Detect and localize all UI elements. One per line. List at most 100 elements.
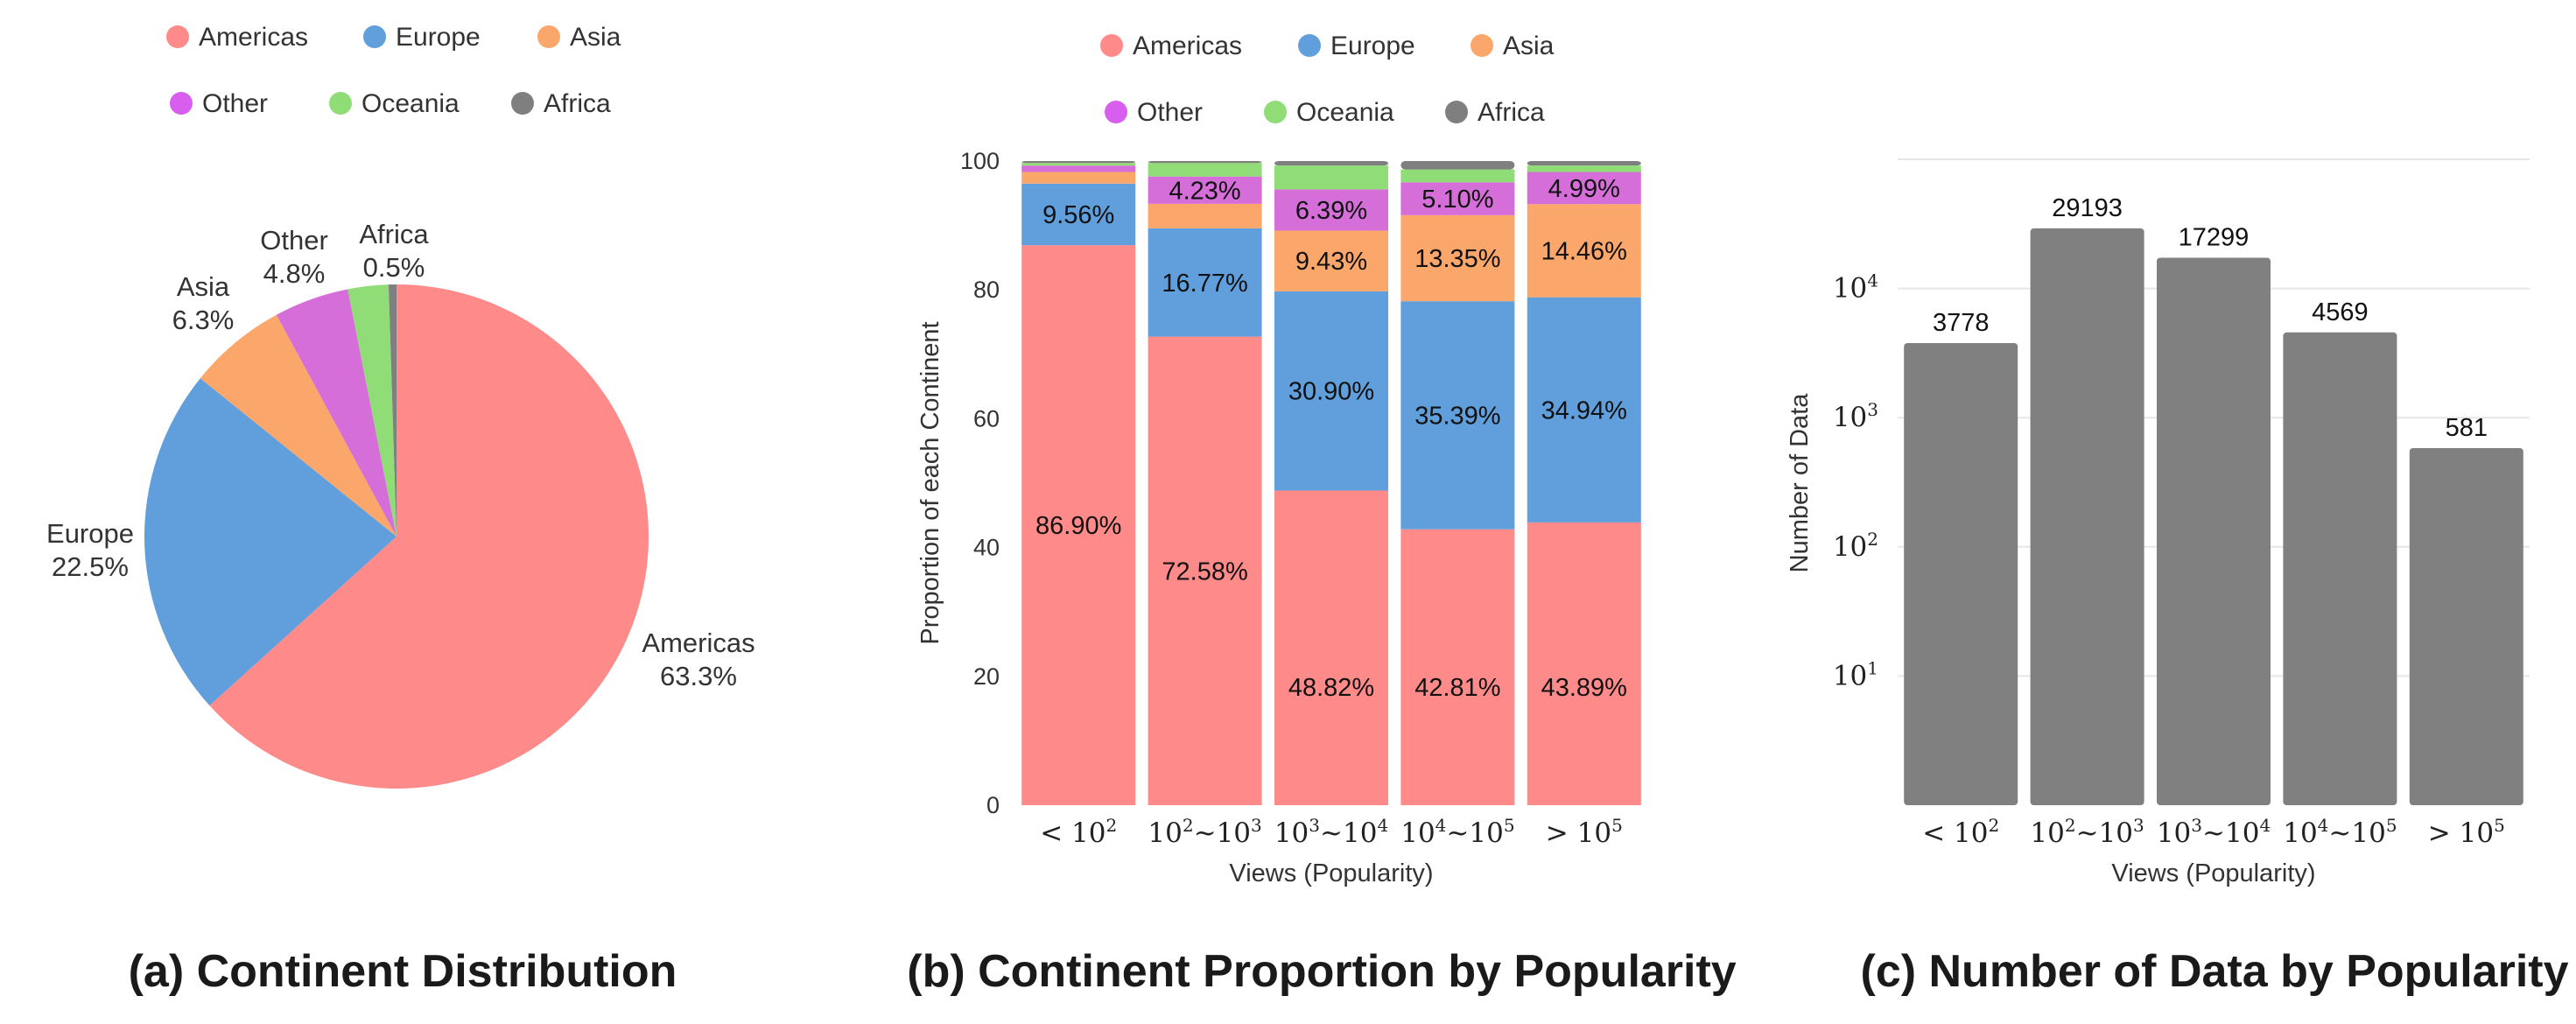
- pie-percent-asia: 6.3%: [172, 305, 235, 335]
- data-count-panel: 101 102 103 104 3778 < 102 29193 102~103 17299 10…: [1786, 158, 2530, 887]
- segment-label-americas: 43.89%: [1541, 674, 1627, 702]
- pie-slice-africa: [388, 284, 397, 537]
- y-axis-label: Proportion of each Continent: [916, 321, 944, 644]
- y-tick-40: 40: [973, 535, 1000, 561]
- pie-slice-asia: [200, 314, 397, 537]
- bar-segment-americas: [1274, 490, 1388, 805]
- segment-label-europe: 30.90%: [1288, 378, 1374, 406]
- pie-label-europe: Europe: [46, 518, 134, 549]
- legend-marker-asia: [537, 25, 560, 48]
- count-bar-label: 4569: [2312, 298, 2369, 326]
- segment-label-other: 5.10%: [1421, 186, 1493, 214]
- x-tick-label: < 102: [1922, 815, 1999, 849]
- x-tick-label: > 105: [1546, 815, 1623, 849]
- legend-label-oceania: Oceania: [1296, 98, 1394, 127]
- bar-segment-europe: [1400, 301, 1515, 530]
- pie-chart-title: (a) Continent Distribution: [129, 946, 677, 997]
- x-tick-label: 103~104: [2157, 815, 2271, 849]
- x-tick-label: > 105: [2428, 815, 2505, 849]
- legend-marker-asia: [1470, 34, 1493, 57]
- pie-percent-other: 4.8%: [263, 258, 326, 289]
- x-tick-label: 104~105: [2283, 815, 2397, 849]
- segment-label-europe: 35.39%: [1414, 402, 1500, 430]
- y-tick-80: 80: [973, 277, 1000, 303]
- segment-label-other: 6.39%: [1295, 197, 1367, 225]
- legend-marker-americas: [1100, 34, 1123, 57]
- pie-slice-europe: [144, 378, 397, 706]
- pie-slice-oceania: [347, 284, 397, 537]
- legend-marker-americas: [166, 25, 189, 48]
- segment-label-other: 4.23%: [1169, 177, 1240, 205]
- bar-segment-africa: [1274, 161, 1388, 166]
- legend-marker-oceania: [329, 92, 352, 115]
- segment-label-americas: 86.90%: [1035, 512, 1121, 540]
- legend-label-europe: Europe: [1330, 32, 1415, 60]
- bar-segment-americas: [1400, 529, 1515, 805]
- count-bar: [1904, 342, 2018, 806]
- stacked-bar-chart-title: (b) Continent Proportion by Popularity: [907, 946, 1737, 997]
- legend-label-africa: Africa: [1478, 98, 1545, 127]
- bar-segment-oceania: [1274, 165, 1388, 190]
- segment-label-europe: 9.56%: [1042, 201, 1114, 229]
- pie-percent-americas: 63.3%: [660, 661, 737, 691]
- bar-segment-asia: [1021, 172, 1136, 184]
- count-bar: [2283, 332, 2397, 805]
- x-tick-label: 103~104: [1274, 815, 1388, 849]
- x-tick-label: < 102: [1040, 815, 1117, 849]
- pie-slice-other: [276, 289, 397, 537]
- count-bar-chart-title: (c) Number of Data by Popularity: [1861, 946, 2569, 997]
- bar-segment-asia: [1527, 204, 1641, 298]
- legend-label-other: Other: [1137, 98, 1203, 127]
- count-bar: [2157, 257, 2271, 805]
- bar-segment-asia: [1148, 203, 1262, 228]
- pie-slice-americas: [209, 284, 649, 789]
- segment-label-americas: 48.82%: [1288, 674, 1374, 702]
- legend-label-other: Other: [202, 89, 268, 118]
- legend-marker-oceania: [1264, 101, 1287, 123]
- x-tick-label: 102~103: [2030, 815, 2144, 849]
- legend-label-oceania: Oceania: [361, 89, 460, 118]
- count-bar: [2030, 228, 2144, 805]
- legend-marker-europe: [1298, 34, 1321, 57]
- y-tick-0: 0: [986, 792, 1000, 818]
- y-tick-label: 101: [1833, 657, 1878, 691]
- segment-label-americas: 42.81%: [1414, 674, 1500, 702]
- count-bar-label: 29193: [2052, 194, 2123, 222]
- y-axis-label: Number of Data: [1786, 393, 1814, 573]
- bar-segment-oceania: [1021, 163, 1136, 166]
- continent-distribution-panel: Americas Europe Asia Other Oceania Africa Amer…: [46, 23, 755, 789]
- y-tick-label: 102: [1833, 529, 1878, 563]
- legend-marker-africa: [511, 92, 534, 115]
- pie-label-africa: Africa: [359, 219, 429, 249]
- pie-label-other: Other: [260, 225, 328, 256]
- bar-segment-europe: [1021, 183, 1136, 246]
- segment-label-europe: 34.94%: [1541, 396, 1627, 424]
- bar-segment-other: [1148, 176, 1262, 204]
- bar-segment-africa: [1021, 161, 1136, 164]
- x-tick-label: 104~105: [1400, 815, 1514, 849]
- bar-segment-europe: [1527, 297, 1641, 523]
- bar-segment-europe: [1148, 228, 1262, 337]
- segment-label-asia: 9.43%: [1295, 248, 1367, 276]
- bar-segment-africa: [1527, 161, 1641, 166]
- segment-label-other: 4.99%: [1548, 175, 1620, 203]
- pie-percent-africa: 0.5%: [363, 252, 425, 283]
- y-tick-label: 103: [1833, 399, 1878, 433]
- segment-label-asia: 14.46%: [1541, 237, 1627, 265]
- bar-segment-other: [1527, 172, 1641, 205]
- bar-segment-asia: [1400, 214, 1515, 302]
- legend-label-africa: Africa: [544, 89, 611, 118]
- count-bar-label: 581: [2446, 414, 2488, 442]
- bar-segment-other: [1274, 189, 1388, 231]
- x-tick-label: 102~103: [1148, 815, 1261, 849]
- continent-proportion-panel: Americas Europe Asia Other Oceania Africa 0 20 4…: [916, 32, 1641, 887]
- pie-label-americas: Americas: [642, 628, 755, 658]
- legend-label-europe: Europe: [396, 23, 481, 52]
- legend-marker-africa: [1445, 101, 1468, 123]
- bar-segment-europe: [1274, 291, 1388, 491]
- bar-segment-americas: [1021, 245, 1136, 806]
- pie-percent-europe: 22.5%: [52, 551, 129, 582]
- bar-segment-asia: [1274, 230, 1388, 291]
- segment-label-americas: 72.58%: [1162, 558, 1247, 586]
- y-tick-20: 20: [973, 663, 1000, 690]
